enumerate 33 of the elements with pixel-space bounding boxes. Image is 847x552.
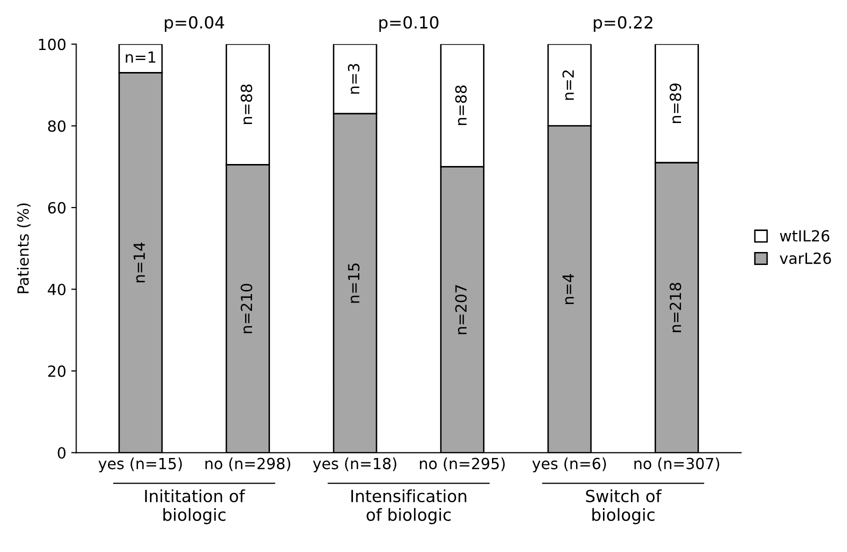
annotation: n=218: [670, 282, 682, 332]
annotation: n=4: [562, 274, 574, 304]
annotation: n=3: [348, 64, 360, 94]
text: p=0.22: [594, 16, 652, 32]
text: Inititation of biologic: [145, 489, 246, 524]
x-tick-label: yes (n=6): [532, 458, 606, 472]
y-tick-label: 20: [48, 365, 66, 377]
x-tick-label: yes (n=15): [98, 458, 182, 472]
text: Intensification of biologic: [351, 489, 466, 524]
annotation: n=1: [126, 52, 156, 63]
y-tick-label: 100: [39, 38, 66, 50]
text: p=0.10: [379, 16, 438, 32]
text: p=0.04: [164, 16, 224, 32]
annotation: n=89: [670, 84, 682, 123]
annotation: n=210: [240, 284, 252, 334]
y-tick-label: 80: [48, 120, 66, 132]
x-tick-label: no (n=295): [420, 458, 505, 472]
annotation: n=88: [455, 86, 467, 126]
y-tick-label: 40: [48, 284, 66, 296]
y-tick-label: 0: [58, 447, 66, 459]
legend-label: wtIL26: [780, 230, 830, 242]
x-tick-label: no (n=298): [205, 458, 290, 472]
annotation: n=2: [562, 70, 574, 100]
text: Switch of biologic: [586, 489, 662, 524]
x-tick-label: no (n=307): [634, 458, 720, 472]
annotation: n=207: [455, 285, 467, 334]
y-tick-label: 60: [48, 202, 66, 214]
annotation: n=14: [134, 242, 145, 282]
y-axis-title: Patients (%): [17, 203, 31, 294]
x-tick-label: yes (n=18): [312, 458, 396, 472]
annotation: n=15: [348, 263, 360, 303]
legend-label: varL26: [780, 252, 831, 264]
annotation: n=88: [240, 84, 252, 124]
